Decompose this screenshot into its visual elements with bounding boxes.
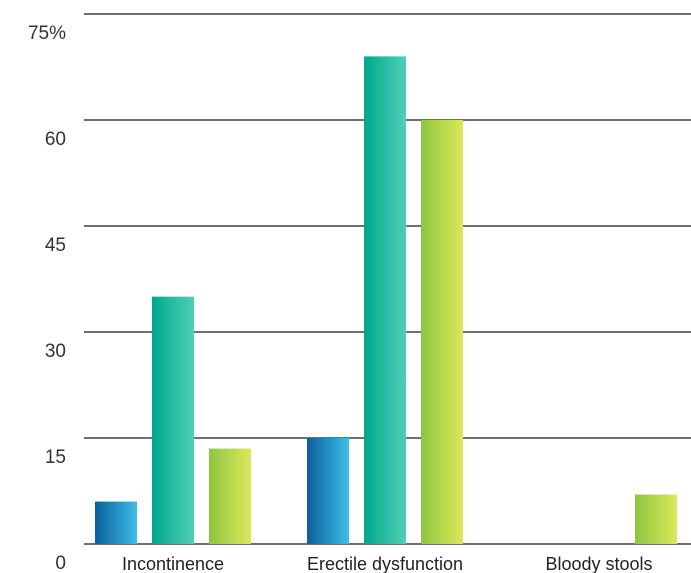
bar: [307, 438, 349, 544]
bar: [364, 56, 406, 545]
bar: [421, 120, 463, 544]
y-tick-label: 45: [45, 235, 66, 256]
bar: [209, 448, 251, 544]
y-tick-label: 0: [55, 553, 66, 573]
x-category-label: Incontinence: [122, 554, 224, 573]
x-axis-categories: Incontinence Erectile dysfunction Bloody s…: [122, 554, 653, 573]
y-tick-label: 15: [45, 447, 66, 468]
y-tick-label: 30: [45, 341, 66, 362]
x-category-label: Erectile dysfunction: [307, 554, 463, 573]
x-category-label: Bloody stools: [545, 554, 652, 573]
y-tick-label: 75%: [28, 23, 66, 44]
bar: [152, 296, 194, 544]
bars: [95, 56, 677, 545]
bar: [635, 494, 677, 544]
y-axis-ticks: 0 15 30 45 60 75%: [28, 23, 66, 573]
bar: [95, 501, 137, 544]
y-tick-label: 60: [45, 129, 66, 150]
